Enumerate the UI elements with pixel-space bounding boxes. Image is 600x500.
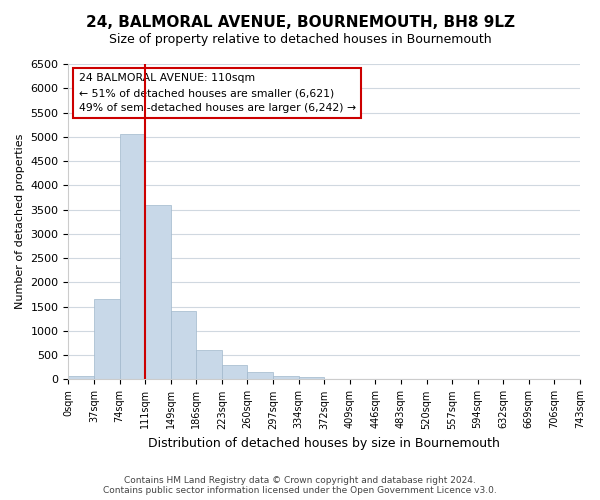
- Text: 24, BALMORAL AVENUE, BOURNEMOUTH, BH8 9LZ: 24, BALMORAL AVENUE, BOURNEMOUTH, BH8 9L…: [86, 15, 515, 30]
- Bar: [196, 350, 222, 380]
- X-axis label: Distribution of detached houses by size in Bournemouth: Distribution of detached houses by size …: [148, 437, 500, 450]
- Bar: [171, 310, 196, 380]
- Text: Size of property relative to detached houses in Bournemouth: Size of property relative to detached ho…: [109, 32, 491, 46]
- Y-axis label: Number of detached properties: Number of detached properties: [15, 134, 25, 310]
- Text: Contains HM Land Registry data © Crown copyright and database right 2024.
Contai: Contains HM Land Registry data © Crown c…: [103, 476, 497, 495]
- Bar: [94, 300, 119, 380]
- Bar: [119, 134, 145, 380]
- Text: 24 BALMORAL AVENUE: 110sqm
← 51% of detached houses are smaller (6,621)
49% of s: 24 BALMORAL AVENUE: 110sqm ← 51% of deta…: [79, 74, 356, 113]
- Bar: [299, 377, 324, 380]
- Bar: [273, 376, 299, 380]
- Bar: [222, 365, 247, 380]
- Bar: [145, 204, 171, 380]
- Bar: [247, 372, 273, 380]
- Bar: [68, 376, 94, 380]
